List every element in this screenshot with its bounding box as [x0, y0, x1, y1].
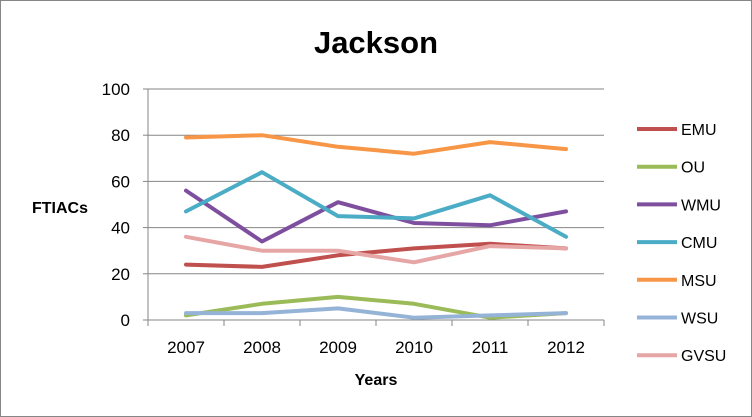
- x-tick-label: 2009: [319, 338, 357, 357]
- y-tick-label: 80: [111, 126, 130, 145]
- axes: 0 20 40 60 80 100 2007 2008 2009 2010 2011 2012: [102, 80, 605, 357]
- x-tick-label: 2010: [395, 338, 433, 357]
- legend-label-cmu: CMU: [681, 235, 717, 252]
- y-tick-label: 0: [121, 311, 130, 330]
- y-tick-label: 60: [111, 172, 130, 191]
- chart-title: Jackson: [314, 25, 438, 60]
- legend-label-msu: MSU: [681, 273, 717, 290]
- series-lines: [184, 133, 568, 320]
- legend-label-wmu: WMU: [681, 197, 721, 214]
- x-tick-label: 2012: [547, 338, 585, 357]
- legend-label-gvsu: GVSU: [681, 348, 726, 365]
- series-line-msu: [184, 133, 568, 156]
- series-line-gvsu: [184, 234, 568, 265]
- series-line-wsu: [184, 306, 568, 320]
- legend-label-ou: OU: [681, 160, 705, 177]
- x-tick-label: 2011: [472, 338, 509, 357]
- y-axis-title: FTIACs: [32, 200, 88, 217]
- y-tick-label: 100: [102, 80, 130, 99]
- series-line-cmu: [184, 170, 568, 239]
- y-tick-label: 20: [111, 265, 130, 284]
- x-tick-label: 2008: [243, 338, 281, 357]
- series-line-wmu: [184, 188, 568, 244]
- legend-label-wsu: WSU: [681, 311, 718, 328]
- y-tick-label: 40: [111, 219, 130, 238]
- x-tick-label: 2007: [167, 338, 205, 357]
- legend-label-emu: EMU: [681, 122, 717, 139]
- x-axis-title: Years: [355, 372, 398, 389]
- legend: EMU OU WMU CMU MSU WSU GVSU: [637, 122, 726, 365]
